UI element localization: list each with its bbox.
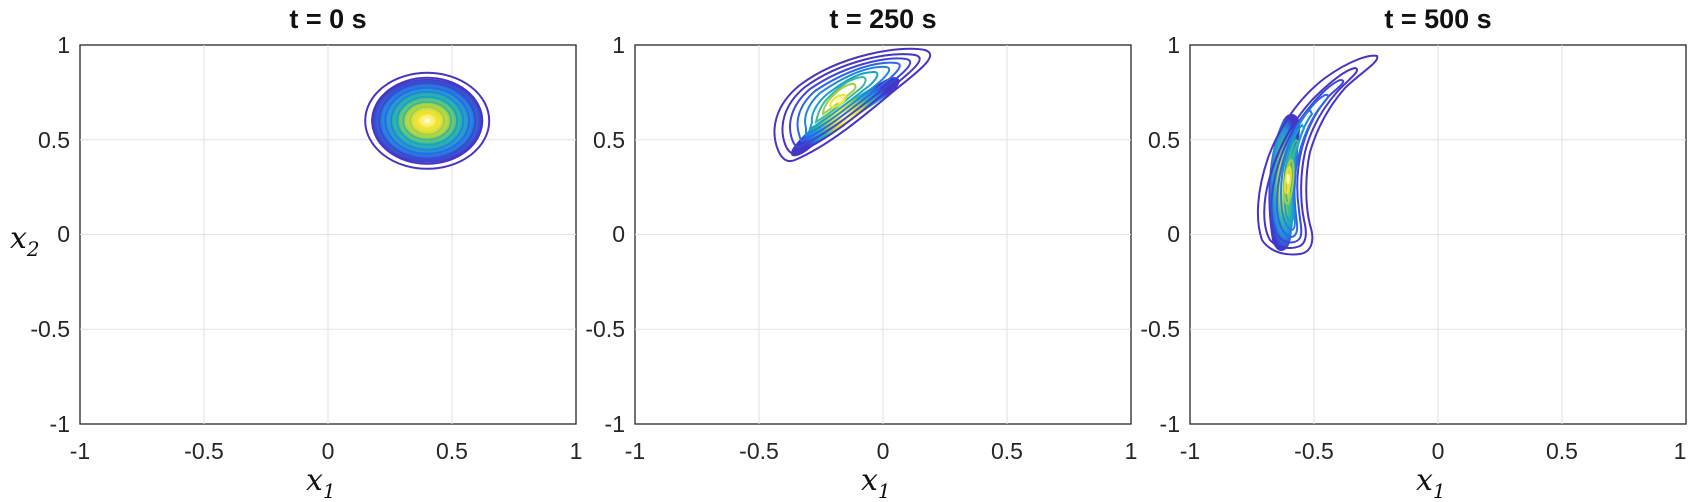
panel-1-x-tick-label: 0.5	[436, 438, 468, 464]
panel-3-x-tick-label: -1	[1180, 438, 1200, 464]
panel-1-contour-line	[416, 111, 439, 130]
panel-1-y-tick-label: -0.5	[30, 316, 70, 342]
panel-2-contour-line	[796, 61, 901, 143]
panel-3-y-tick-label: -0.5	[1140, 316, 1180, 342]
panel-2-title: t = 250 s	[829, 4, 936, 34]
panel-2-y-tick-label: 1	[612, 32, 625, 58]
panel-3-contours	[1256, 54, 1379, 256]
panel-2-y-tick-label: 0.5	[593, 127, 625, 153]
panel-2-y-tick-label: 0	[612, 221, 625, 247]
panel-2-y-tick-label: -0.5	[585, 316, 625, 342]
panel-3-x-tick-label: 0.5	[1546, 438, 1578, 464]
panel-3-contour-line	[1283, 123, 1306, 223]
panel-1-contour-line	[364, 71, 491, 170]
panel-2-x-axis-label: x1	[861, 463, 891, 502]
panel-3-x-tick-label: 0	[1432, 438, 1445, 464]
panel-1-y-axis-label: x2	[10, 221, 40, 261]
panel-3-y-tick-label: 0	[1167, 221, 1180, 247]
panel-1-contour-line	[402, 100, 453, 141]
panel-3-x-ticks: -1 -0.5 0 0.5 1	[1180, 438, 1687, 464]
panel-3-y-tick-label: 1	[1167, 32, 1180, 58]
panel-1-contour-line	[390, 90, 465, 151]
panel-2-grid	[635, 45, 1131, 424]
panel-2-contour-line	[789, 57, 912, 149]
panel-2-x-tick-label: -0.5	[739, 438, 779, 464]
panel-3-contour-line	[1256, 54, 1379, 256]
panel-3-x-tick-label: -0.5	[1294, 438, 1334, 464]
panel-2-x-tick-label: 0.5	[991, 438, 1023, 464]
panel-1-x-tick-label: -1	[70, 438, 90, 464]
panel-2-y-ticks: -1 -0.5 0 0.5 1	[585, 32, 625, 437]
panel-1-y-tick-label: -1	[50, 411, 70, 437]
panel-1-x-axis-label: x1	[306, 463, 336, 502]
panel-3-title: t = 500 s	[1384, 4, 1491, 34]
panel-1-x-tick-label: 0	[322, 438, 335, 464]
panel-2-contour-line	[814, 75, 867, 125]
panel-3-y-ticks: -1 -0.5 0 0.5 1	[1140, 32, 1180, 437]
panel-3-y-tick-label: 0.5	[1148, 127, 1180, 153]
panel-2-contours	[773, 47, 932, 163]
panel-2: t = 250 s -1 -0.5 0 0.5 1 -1 -0.5 0 0.5 …	[585, 4, 1137, 502]
panel-2-x-tick-label: 1	[1125, 438, 1138, 464]
panel-1-x-tick-label: 1	[570, 438, 583, 464]
panel-2-contour-line	[829, 93, 847, 109]
panel-3-contour-line	[1263, 66, 1358, 249]
panel-1-contours	[364, 71, 491, 170]
panel-2-x-tick-label: 0	[877, 438, 890, 464]
panel-2-x-ticks: -1 -0.5 0 0.5 1	[625, 438, 1138, 464]
panel-1-y-tick-label: 1	[57, 32, 70, 58]
panel-3: t = 500 s -1 -0.5 0 0.5 1 -1 -0.5 0 0.5 …	[1140, 4, 1687, 502]
panel-1-x-ticks: -1 -0.5 0 0.5 1	[70, 438, 583, 464]
panel-1-grid	[80, 45, 576, 424]
panel-2-contour-line	[804, 65, 891, 137]
panel-1-y-tick-label: 0	[57, 221, 70, 247]
panel-2-contour-line	[773, 47, 932, 163]
panel-1-title: t = 0 s	[289, 4, 366, 34]
panel-3-y-tick-label: -1	[1160, 411, 1180, 437]
panel-3-contour-line	[1284, 166, 1292, 194]
panel-1-contour-line	[409, 105, 446, 136]
panel-1-y-tick-label: 0.5	[38, 127, 70, 153]
panel-1-contour-line	[378, 81, 477, 160]
panel-1-contour-line	[384, 86, 471, 155]
panel-2-contour-line	[835, 96, 845, 104]
panel-2-contour-line	[781, 53, 921, 155]
panel-3-x-tick-label: 1	[1674, 438, 1687, 464]
panel-1-contour-line	[371, 76, 484, 165]
panel-2-y-tick-label: -1	[605, 411, 625, 437]
panel-3-x-axis-label: x1	[1416, 463, 1446, 502]
panel-2-contour-line	[808, 70, 879, 132]
panel-1-y-ticks: -1 -0.5 0 0.5 1	[30, 32, 70, 437]
panel-1-contour-line	[396, 95, 459, 146]
panel-1: t = 0 s -1 -0.5 0 0.5 1 -1 -0.5 0 0.5 1 …	[10, 4, 582, 502]
panel-2-x-tick-label: -1	[625, 438, 645, 464]
panel-3-contour-line	[1286, 173, 1290, 185]
panel-1-contour-line	[422, 117, 432, 125]
panel-1-x-tick-label: -0.5	[184, 438, 224, 464]
panel-3-grid	[1190, 45, 1686, 424]
